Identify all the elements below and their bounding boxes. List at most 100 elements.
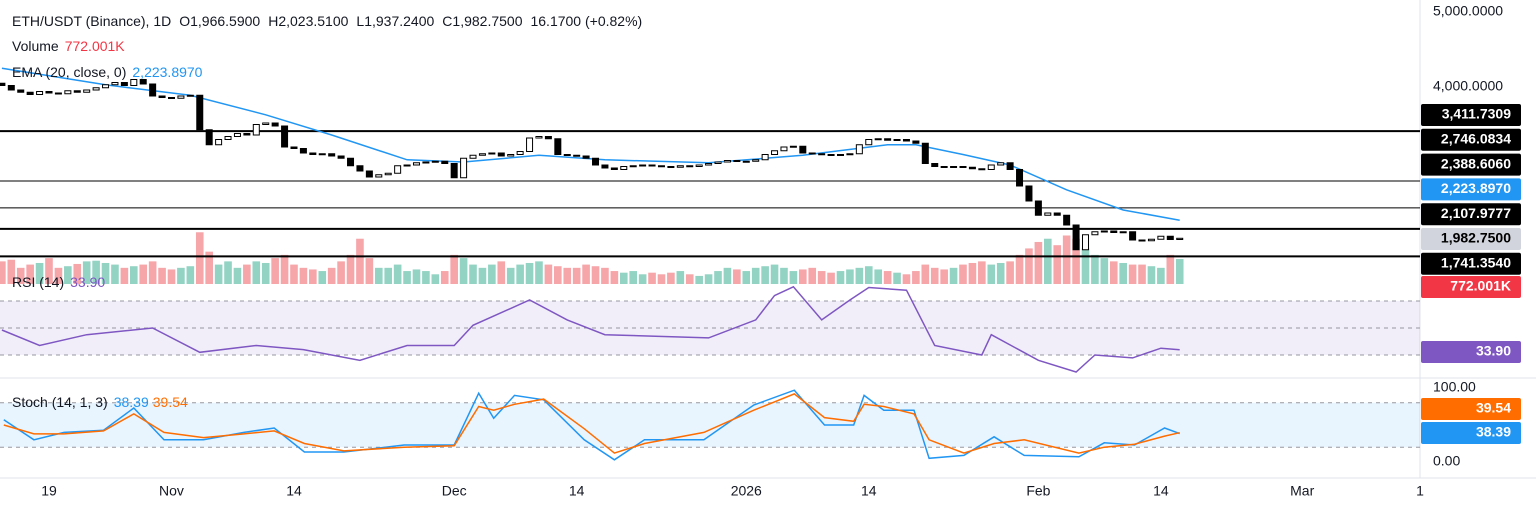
band: [0, 402, 1420, 448]
volume-bar: [224, 261, 232, 284]
legend-value: 2,223.8970: [132, 64, 202, 80]
candle: [639, 164, 647, 167]
volume-bar: [365, 258, 374, 284]
ohlc-prefix: L: [356, 13, 364, 29]
candle: [837, 154, 845, 156]
price-chip: [1421, 228, 1521, 250]
candle: [271, 122, 279, 127]
volume-bar: [497, 261, 506, 284]
volume-bar: [742, 271, 751, 284]
volume-bar: [525, 262, 534, 284]
candle: [1166, 235, 1174, 241]
volume-bar: [704, 274, 713, 284]
price-chip: [1421, 398, 1521, 420]
candle: [1157, 235, 1165, 240]
legend-value: 39.54: [153, 394, 188, 410]
plot: 5,000.0000 4,000.0000 19 Nov 14 Dec 14 2026 14 Fe…: [0, 3, 1521, 499]
volume-bar: [101, 262, 110, 284]
volume-bar: [214, 264, 223, 284]
candle: [761, 154, 769, 161]
candle: [120, 82, 128, 86]
candle: [592, 157, 600, 166]
volume-bar: [799, 269, 807, 284]
volume-bar: [488, 264, 496, 284]
candle: [705, 163, 713, 166]
x-tick-label: 14: [861, 483, 877, 499]
candle: [0, 82, 6, 86]
volume-bar: [440, 271, 449, 284]
candle: [281, 125, 289, 148]
volume-bar: [120, 267, 129, 284]
candle: [733, 160, 741, 162]
volume-bar: [261, 262, 270, 284]
candle: [139, 79, 147, 85]
ohlc-prefix: C: [442, 13, 452, 29]
candle: [17, 89, 25, 93]
candle: [808, 152, 816, 155]
candle: [196, 94, 204, 131]
volume-bar: [1091, 254, 1099, 284]
volume-bar: [987, 264, 996, 284]
volume-bar: [318, 271, 327, 284]
volume-bar: [808, 267, 817, 284]
price-chip: [1421, 104, 1521, 126]
x-tick-label: Dec: [442, 483, 467, 499]
volume-bar: [535, 261, 543, 284]
volume-bar: [374, 267, 383, 284]
volume-bar: [780, 267, 788, 284]
candle: [535, 136, 543, 139]
candle: [865, 139, 873, 146]
candle: [516, 151, 524, 155]
volume-bar: [827, 272, 835, 284]
candle: [478, 153, 486, 156]
volume-bar: [422, 271, 430, 284]
candle: [186, 94, 194, 97]
x-tick-label: 2026: [731, 483, 762, 499]
candle: [968, 166, 976, 170]
candle: [365, 170, 373, 178]
volume-bar: [619, 272, 628, 284]
volume-bar: [54, 267, 63, 284]
stoch-legend: Stoch (14, 1, 3) 38.39 39.54: [12, 394, 188, 410]
x-tick-label: Mar: [1290, 483, 1314, 499]
volume-bar: [902, 274, 911, 284]
volume-bar: [478, 267, 487, 284]
volume-bar: [836, 271, 845, 284]
volume-bar: [506, 267, 515, 284]
price-chip-label: 3,411.7309: [1442, 106, 1512, 122]
candle: [488, 152, 496, 155]
candle: [1025, 185, 1033, 202]
candle: [1100, 230, 1108, 233]
legend-title: Volume: [12, 38, 59, 54]
candle: [1072, 224, 1080, 251]
volume-bar: [271, 258, 279, 284]
candle: [771, 150, 779, 155]
candle: [940, 166, 948, 168]
candle: [36, 91, 44, 95]
legend-value: 33.90: [70, 274, 105, 290]
volume-bar: [874, 269, 882, 284]
volume-bar: [1072, 238, 1080, 284]
volume-bar: [1006, 261, 1014, 284]
volume-bar: [978, 261, 986, 284]
volume-bar: [337, 261, 345, 284]
candle: [328, 153, 336, 157]
volume-bar: [309, 269, 317, 284]
candle: [92, 87, 100, 91]
candle: [450, 163, 458, 179]
price-chip-label: 2,107.9777: [1441, 205, 1511, 221]
volume-bar: [572, 267, 581, 284]
candle: [309, 152, 317, 155]
candle: [441, 160, 449, 164]
candle: [959, 166, 967, 168]
volume-bar: [299, 267, 308, 284]
candle: [1091, 231, 1099, 236]
volume-bar: [459, 258, 468, 284]
x-tick-label: 14: [286, 483, 302, 499]
volume-bar: [1062, 235, 1071, 284]
volume-bar: [403, 271, 411, 284]
price-chip: [1421, 153, 1521, 176]
candle: [686, 165, 694, 168]
candle: [563, 154, 571, 156]
candle: [422, 161, 430, 164]
